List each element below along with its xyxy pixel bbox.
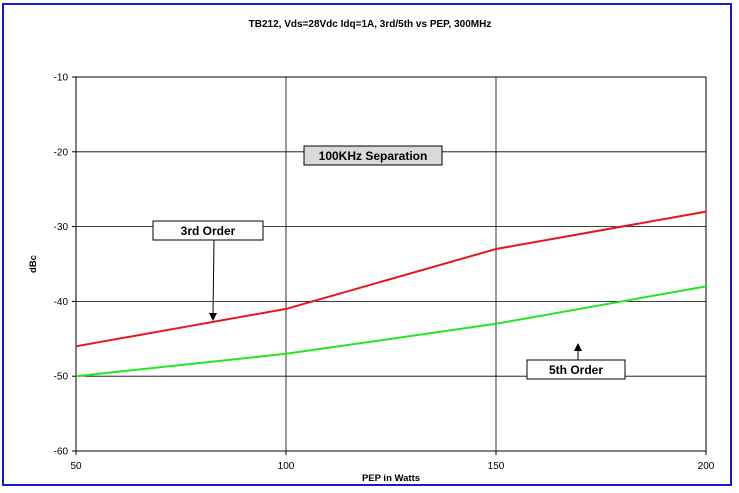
plot-area: [75, 76, 707, 452]
gridlines: [75, 76, 707, 452]
fifth-order-arrowhead: [574, 343, 582, 351]
y-tick-label: -10: [54, 73, 69, 84]
y-tick-label: -40: [54, 297, 69, 308]
fifth-order-label: 5th Order: [549, 363, 603, 377]
separation-label: 100KHz Separation: [319, 149, 428, 163]
series-line-third-order: [75, 210, 707, 348]
y-axis-ticks: -10 -20 -30 -40 -50 -60: [54, 73, 76, 458]
third-order-arrowhead: [209, 313, 217, 321]
x-axis-ticks: 50 100 150 200: [70, 451, 715, 472]
third-order-label: 3rd Order: [181, 224, 236, 238]
third-order-callout: 3rd Order: [152, 220, 264, 321]
series-layer: [75, 210, 707, 378]
y-tick-label: -60: [54, 447, 69, 458]
fifth-order-callout: 5th Order: [526, 343, 626, 380]
y-tick-label: -30: [54, 222, 69, 233]
x-axis-title: PEP in Watts: [362, 473, 420, 484]
chart-title: TB212, Vds=28Vdc Idq=1A, 3rd/5th vs PEP,…: [249, 19, 492, 30]
y-tick-label: -50: [54, 372, 69, 383]
third-order-arrow: [212, 239, 215, 315]
series-line-fifth-order: [75, 285, 707, 378]
x-tick-label: 50: [70, 461, 82, 472]
y-tick-label: -20: [54, 147, 69, 158]
x-tick-label: 150: [488, 461, 505, 472]
x-tick-label: 100: [278, 461, 295, 472]
separation-label-box: 100KHz Separation: [303, 145, 443, 166]
y-axis-title: dBc: [28, 255, 39, 273]
x-tick-label: 200: [698, 461, 715, 472]
